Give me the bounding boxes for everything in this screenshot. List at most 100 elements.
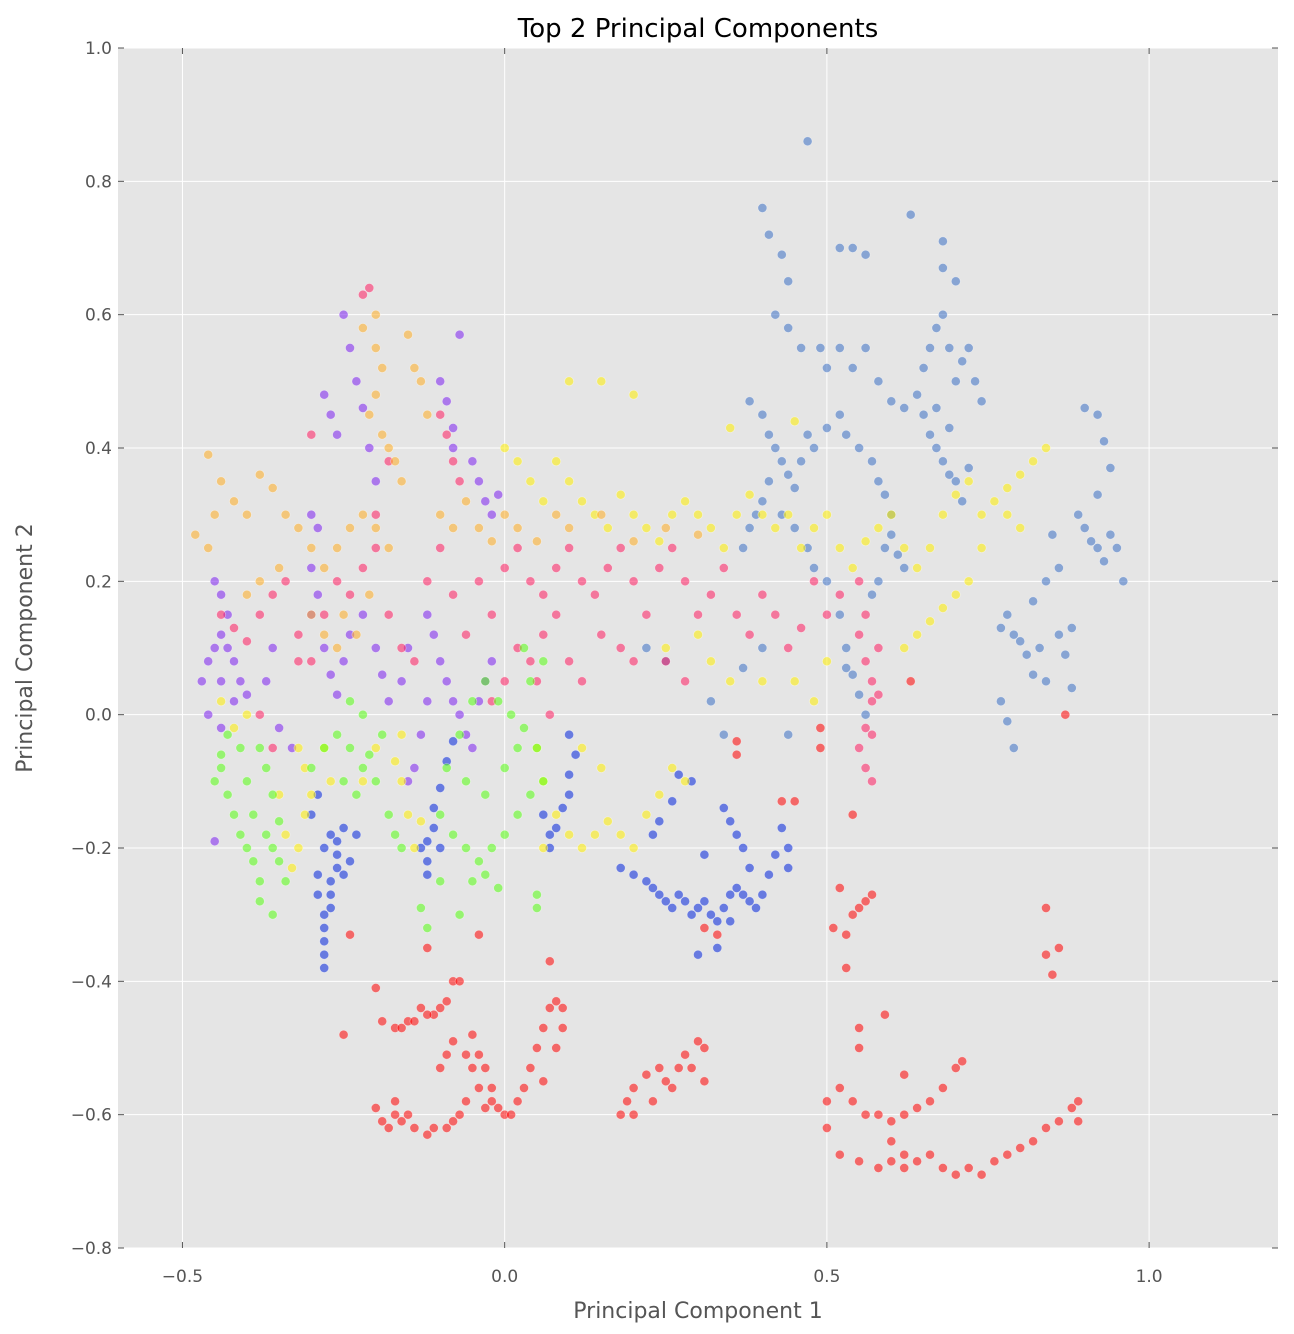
- data-point: [731, 609, 742, 620]
- data-point: [815, 743, 826, 753]
- data-point: [796, 623, 806, 633]
- data-point: [706, 909, 716, 920]
- data-point: [899, 1069, 910, 1080]
- data-point: [525, 476, 536, 487]
- data-point: [203, 656, 213, 667]
- data-point: [1015, 636, 1026, 647]
- data-point: [493, 883, 504, 893]
- data-point: [744, 863, 755, 873]
- data-point: [963, 476, 974, 487]
- data-point: [667, 1083, 678, 1093]
- data-point: [222, 729, 233, 740]
- data-point: [454, 909, 465, 920]
- data-point: [325, 409, 336, 420]
- data-point: [892, 549, 903, 560]
- data-point: [1002, 609, 1013, 620]
- data-point: [435, 843, 446, 853]
- data-point: [532, 743, 542, 753]
- data-point: [938, 236, 948, 247]
- data-point: [809, 696, 819, 707]
- data-point: [776, 249, 787, 260]
- data-point: [751, 903, 761, 913]
- data-point: [551, 809, 562, 820]
- data-point: [699, 1076, 710, 1087]
- data-point: [699, 1043, 710, 1053]
- data-point: [254, 743, 265, 753]
- data-point: [229, 723, 239, 733]
- data-point: [938, 456, 948, 467]
- data-point: [854, 903, 864, 913]
- data-point: [577, 576, 587, 587]
- data-point: [847, 669, 858, 680]
- data-point: [860, 609, 871, 620]
- data-point: [306, 563, 317, 573]
- data-point: [628, 576, 639, 587]
- data-point: [454, 1109, 465, 1120]
- data-point: [209, 643, 220, 653]
- data-point: [1112, 543, 1122, 553]
- data-point: [564, 769, 574, 780]
- data-point: [267, 483, 278, 493]
- data-point: [448, 696, 458, 707]
- data-point: [235, 676, 246, 687]
- data-point: [370, 983, 381, 993]
- data-point: [293, 843, 304, 853]
- data-point: [216, 723, 226, 733]
- data-point: [886, 1156, 897, 1167]
- data-point: [332, 863, 342, 873]
- data-point: [435, 509, 446, 520]
- data-point: [783, 469, 794, 480]
- data-point: [654, 1063, 665, 1073]
- x-tick-label: 1.0: [1136, 1267, 1163, 1287]
- data-point: [209, 836, 220, 847]
- data-point: [499, 829, 510, 840]
- data-point: [628, 389, 639, 400]
- data-point: [802, 429, 813, 440]
- data-point: [370, 743, 381, 753]
- data-point: [854, 1023, 864, 1033]
- series-4: [216, 283, 884, 787]
- series-1: [641, 136, 1129, 753]
- y-tick-label: −0.6: [71, 1106, 112, 1126]
- data-point: [931, 443, 942, 453]
- data-point: [789, 483, 800, 493]
- data-point: [873, 476, 884, 487]
- data-point: [718, 803, 729, 813]
- data-point: [680, 576, 690, 587]
- data-point: [1079, 403, 1090, 413]
- data-point: [615, 1109, 626, 1120]
- data-point: [209, 576, 220, 587]
- data-point: [1034, 643, 1045, 653]
- data-point: [390, 1109, 400, 1120]
- data-point: [493, 1103, 504, 1113]
- data-point: [254, 876, 265, 887]
- data-point: [577, 676, 587, 687]
- data-point: [873, 523, 884, 533]
- data-point: [963, 576, 974, 587]
- data-point: [551, 563, 562, 573]
- data-point: [660, 643, 671, 653]
- data-point: [667, 903, 678, 913]
- data-point: [493, 696, 504, 707]
- data-point: [190, 529, 201, 540]
- data-point: [267, 743, 278, 753]
- data-point: [525, 656, 536, 667]
- data-point: [242, 509, 252, 520]
- data-point: [486, 843, 497, 853]
- data-point: [854, 1156, 864, 1167]
- data-point: [422, 869, 433, 880]
- data-point: [944, 343, 955, 353]
- data-point: [293, 523, 304, 533]
- data-point: [789, 523, 800, 533]
- data-point: [912, 563, 922, 573]
- data-point: [300, 809, 310, 820]
- data-point: [370, 1103, 381, 1113]
- data-point: [254, 709, 265, 720]
- data-point: [899, 543, 910, 553]
- data-point: [377, 669, 388, 680]
- data-point: [822, 656, 832, 667]
- data-point: [667, 796, 678, 807]
- data-point: [1008, 629, 1019, 640]
- data-point: [660, 1076, 671, 1087]
- data-point: [1002, 483, 1013, 493]
